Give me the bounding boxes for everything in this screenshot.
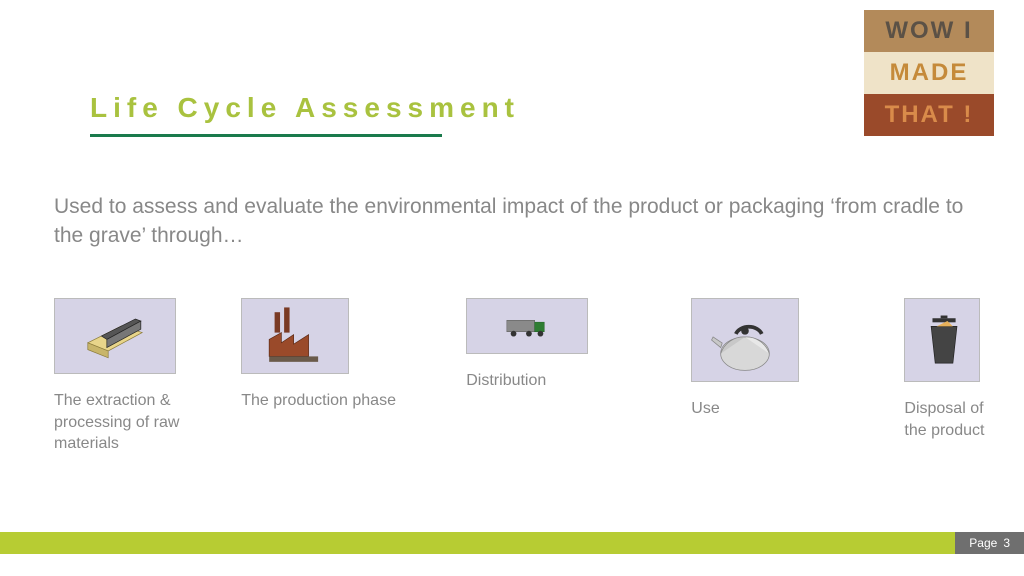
lifecycle-item-label: Distribution (466, 370, 691, 392)
lifecycle-item-raw-materials: The extraction & processing of raw mater… (54, 298, 241, 455)
slide-title: Life Cycle Assessment (90, 92, 520, 124)
lifecycle-items: The extraction & processing of raw mater… (54, 298, 994, 455)
page-label: Page (969, 536, 997, 550)
lifecycle-item-production: The production phase (241, 298, 466, 455)
lifecycle-item-disposal: Disposal of the product (904, 298, 994, 455)
page-indicator: Page 3 (955, 532, 1024, 554)
page-number: 3 (1003, 536, 1010, 550)
brand-logo: WOW I MADE THAT ! (864, 10, 994, 136)
lifecycle-item-label: The production phase (241, 390, 466, 412)
bin-icon (904, 298, 980, 382)
logo-row-1: WOW I (864, 10, 994, 52)
logo-row-2: MADE (864, 52, 994, 94)
lifecycle-item-label: The extraction & processing of raw mater… (54, 390, 241, 455)
kettle-icon (691, 298, 799, 382)
beams-icon (54, 298, 176, 374)
logo-row-3: THAT ! (864, 94, 994, 136)
lifecycle-item-label: Use (691, 398, 904, 420)
slide-subtitle: Used to assess and evaluate the environm… (54, 192, 964, 251)
truck-icon (466, 298, 588, 354)
title-underline (90, 134, 442, 137)
title-block: Life Cycle Assessment (90, 92, 520, 137)
lifecycle-item-distribution: Distribution (466, 298, 691, 455)
lifecycle-item-use: Use (691, 298, 904, 455)
lifecycle-item-label: Disposal of the product (904, 398, 994, 441)
factory-icon (241, 298, 349, 374)
footer-bar (0, 532, 1024, 554)
slide: WOW I MADE THAT ! Life Cycle Assessment … (0, 0, 1024, 576)
